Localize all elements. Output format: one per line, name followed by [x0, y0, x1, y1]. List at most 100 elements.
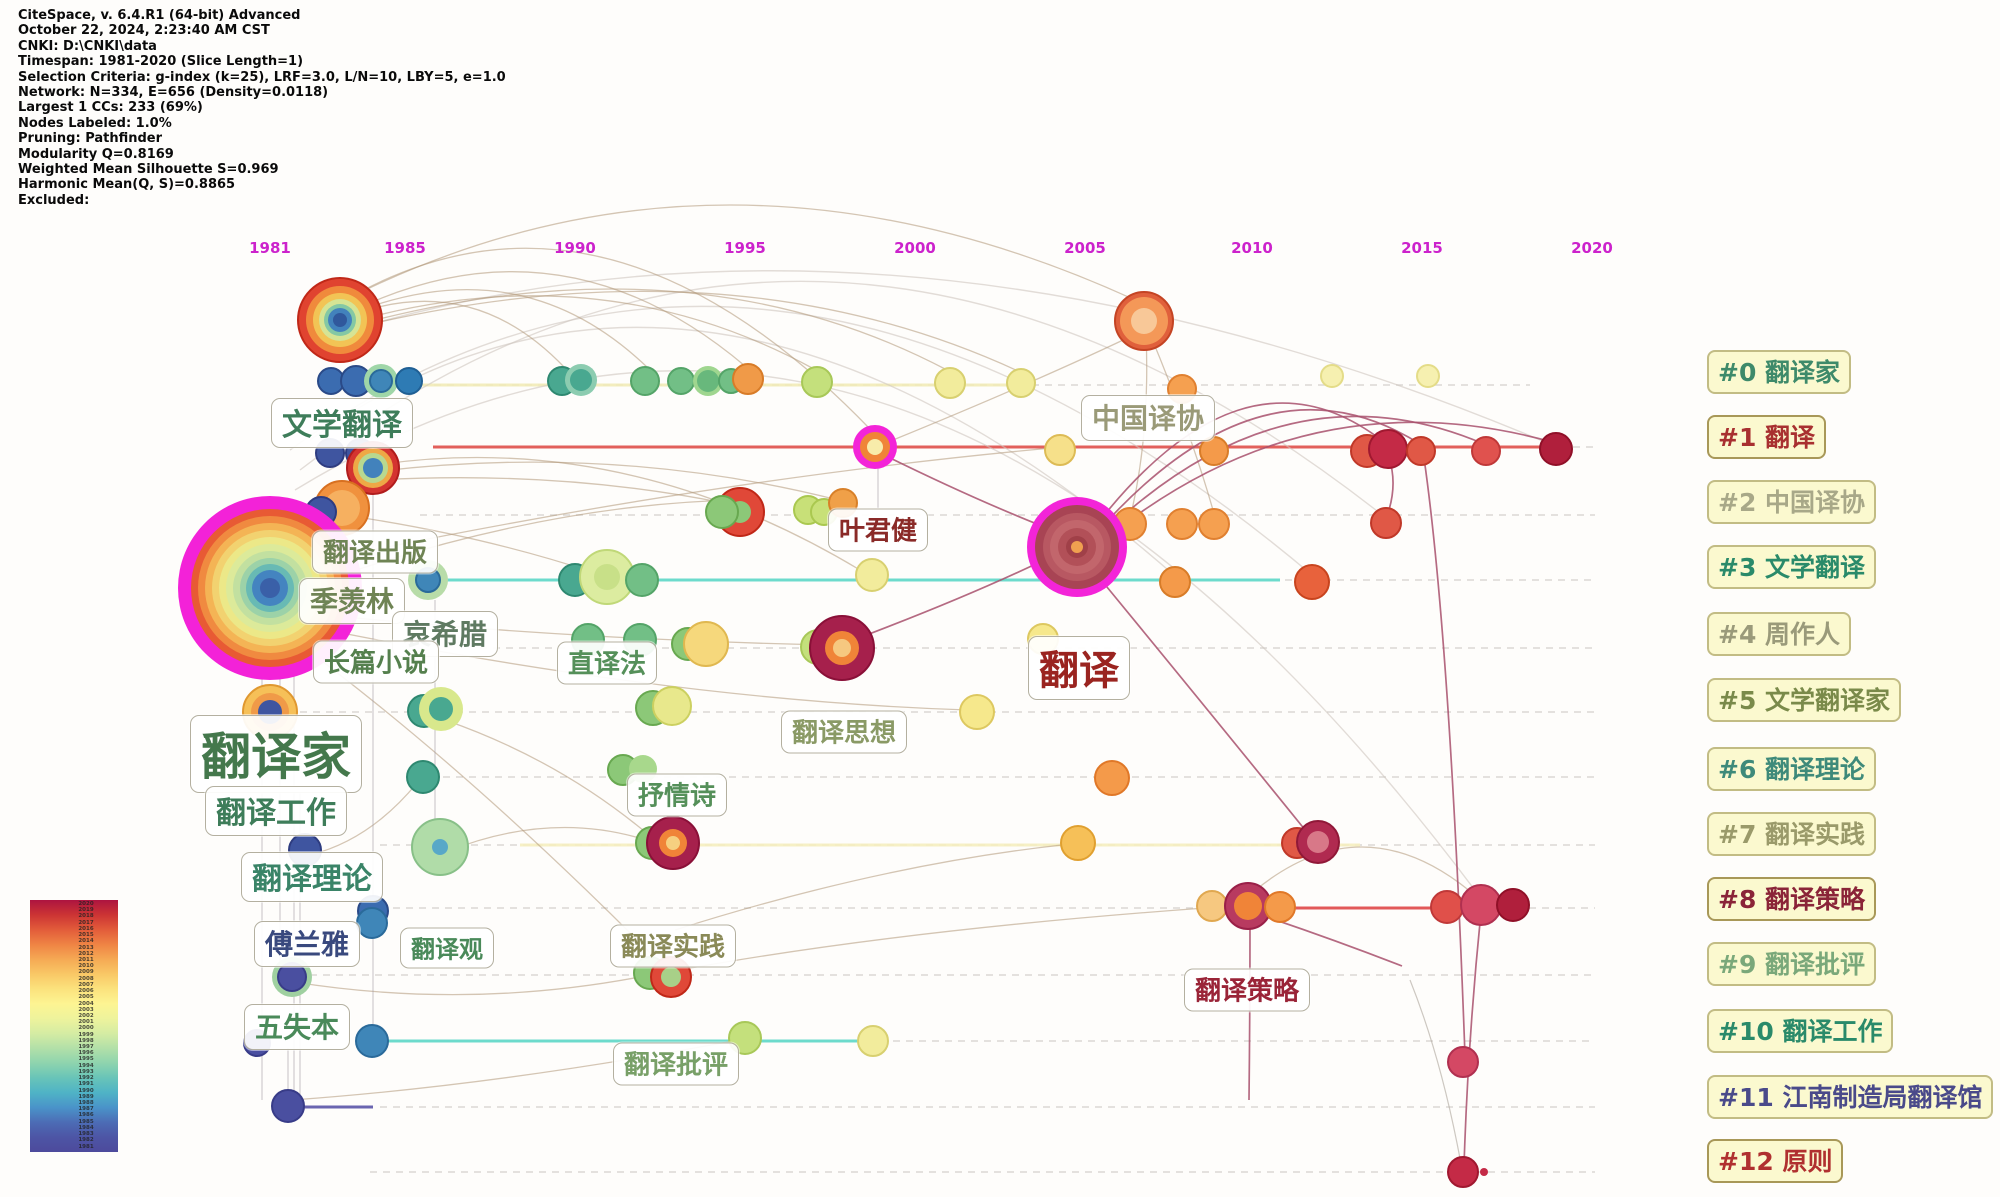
- graph-node[interactable]: [809, 615, 875, 681]
- graph-node[interactable]: [1044, 434, 1076, 466]
- graph-node[interactable]: [346, 441, 400, 495]
- graph-node[interactable]: [1496, 888, 1530, 922]
- cluster-label-2[interactable]: #2 中国译协: [1707, 480, 1877, 524]
- graph-node[interactable]: [853, 425, 897, 469]
- graph-node[interactable]: [565, 364, 597, 396]
- cluster-label-9[interactable]: #9 翻译批评: [1707, 942, 1877, 986]
- graph-node[interactable]: [297, 277, 383, 363]
- graph-node-ring: [1496, 888, 1530, 922]
- graph-node[interactable]: [1447, 1046, 1479, 1078]
- graph-node[interactable]: [801, 366, 833, 398]
- graph-node[interactable]: [1060, 825, 1096, 861]
- node-label: 翻译策略: [1183, 968, 1311, 1012]
- color-scale-year-tick: 2001: [78, 1019, 94, 1026]
- graph-node[interactable]: [1166, 508, 1198, 540]
- graph-node[interactable]: [667, 367, 695, 395]
- graph-node-ring: [1370, 507, 1402, 539]
- cluster-label-8[interactable]: #8 翻译策略: [1707, 877, 1877, 921]
- graph-node[interactable]: [625, 563, 659, 597]
- graph-node[interactable]: [732, 363, 764, 395]
- node-label: 翻译: [1028, 636, 1130, 700]
- analysis-summary-header: CiteSpace, v. 6.4.R1 (64-bit) Advanced Oc…: [18, 8, 506, 208]
- color-scale-year-tick: 1996: [78, 1050, 94, 1057]
- graph-node[interactable]: [1460, 884, 1502, 926]
- graph-node[interactable]: [1368, 429, 1408, 469]
- color-scale-year-tick: 2019: [78, 907, 94, 914]
- edge-arc: [343, 514, 593, 573]
- edge-arc: [347, 288, 649, 369]
- graph-node[interactable]: [356, 907, 388, 939]
- node-label: 季羡林: [298, 578, 406, 624]
- graph-node-ring: [260, 578, 280, 598]
- graph-node[interactable]: [1199, 436, 1229, 466]
- graph-node[interactable]: [630, 366, 660, 396]
- cluster-label-3[interactable]: #3 文学翻译: [1707, 545, 1877, 589]
- graph-node[interactable]: [934, 367, 966, 399]
- cluster-label-11[interactable]: #11 江南制造局翻译馆: [1707, 1075, 1994, 1119]
- graph-node-ring: [355, 1024, 389, 1058]
- graph-node[interactable]: [411, 818, 469, 876]
- graph-node-ring: [395, 367, 423, 395]
- graph-node[interactable]: [364, 364, 398, 398]
- graph-node[interactable]: [271, 1089, 305, 1123]
- graph-node[interactable]: [1264, 891, 1296, 923]
- graph-node[interactable]: [419, 687, 463, 731]
- graph-node[interactable]: [1480, 1168, 1488, 1176]
- color-scale-year-tick: 1999: [78, 1031, 94, 1038]
- timeline-year-1981: 1981: [249, 239, 291, 257]
- node-label: 文学翻译: [271, 398, 413, 448]
- cluster-label-5[interactable]: #5 文学翻译家: [1707, 678, 1902, 722]
- graph-node[interactable]: [1294, 564, 1330, 600]
- graph-node-ring: [667, 367, 695, 395]
- graph-node[interactable]: [1416, 364, 1440, 388]
- node-label: 中国译协: [1080, 395, 1216, 441]
- node-label: 翻译出版: [311, 530, 439, 574]
- graph-node[interactable]: [1320, 364, 1344, 388]
- graph-node[interactable]: [1471, 436, 1501, 466]
- color-scale-year-tick: 1981: [78, 1143, 94, 1150]
- graph-node[interactable]: [683, 621, 729, 667]
- cluster-label-6[interactable]: #6 翻译理论: [1707, 747, 1877, 791]
- graph-node-ring: [697, 370, 719, 392]
- graph-node-ring: [1307, 831, 1329, 853]
- graph-node[interactable]: [395, 367, 423, 395]
- cluster-label-4[interactable]: #4 周作人: [1707, 612, 1852, 656]
- graph-node[interactable]: [855, 558, 889, 592]
- graph-node-ring: [1368, 429, 1408, 469]
- cluster-label-7[interactable]: #7 翻译实践: [1707, 812, 1877, 856]
- graph-node[interactable]: [1006, 368, 1036, 398]
- graph-node[interactable]: [355, 1024, 389, 1058]
- graph-node-ring: [857, 1025, 889, 1057]
- graph-node[interactable]: [1406, 436, 1436, 466]
- graph-node[interactable]: [693, 366, 723, 396]
- graph-node[interactable]: [1196, 890, 1228, 922]
- graph-node[interactable]: [959, 694, 995, 730]
- graph-node[interactable]: [1094, 760, 1130, 796]
- graph-node[interactable]: [1159, 566, 1191, 598]
- cluster-label-12[interactable]: #12 原则: [1707, 1139, 1844, 1183]
- graph-node[interactable]: [1114, 291, 1174, 351]
- cluster-label-10[interactable]: #10 翻译工作: [1707, 1009, 1894, 1053]
- edge-arc: [293, 975, 646, 996]
- edge-arc: [1243, 846, 1479, 901]
- graph-node[interactable]: [646, 816, 700, 870]
- graph-node[interactable]: [705, 495, 739, 529]
- graph-node[interactable]: [1198, 508, 1230, 540]
- graph-node[interactable]: [1447, 1156, 1479, 1188]
- graph-node[interactable]: [857, 1025, 889, 1057]
- graph-node[interactable]: [1027, 497, 1127, 597]
- color-scale-year-tick: 1994: [78, 1062, 94, 1069]
- graph-node[interactable]: [406, 760, 440, 794]
- graph-node[interactable]: [1430, 890, 1464, 924]
- graph-node[interactable]: [652, 686, 692, 726]
- graph-node[interactable]: [1370, 507, 1402, 539]
- graph-node[interactable]: [272, 957, 312, 997]
- graph-node[interactable]: [1539, 432, 1573, 466]
- graph-node[interactable]: [178, 496, 362, 680]
- header-line: Modularity Q=0.8169: [18, 146, 174, 162]
- cluster-label-1[interactable]: #1 翻译: [1707, 415, 1827, 459]
- graph-node-ring: [1198, 508, 1230, 540]
- edge-arc: [847, 561, 1041, 643]
- cluster-label-0[interactable]: #0 翻译家: [1707, 350, 1852, 394]
- graph-node[interactable]: [1296, 820, 1340, 864]
